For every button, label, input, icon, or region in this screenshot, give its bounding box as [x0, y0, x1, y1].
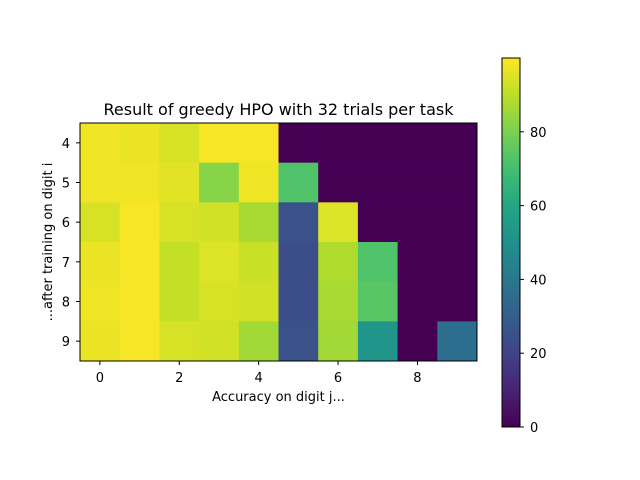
y-tick-label: 5: [62, 177, 70, 192]
heatmap-cell: [238, 123, 279, 164]
colorbar-tick-label: 20: [530, 347, 547, 362]
heatmap-cell: [318, 123, 359, 164]
heatmap-cell: [199, 202, 240, 243]
heatmap-cell: [119, 123, 160, 164]
heatmap-cell: [357, 281, 399, 322]
heatmap-cell: [437, 202, 478, 243]
y-tick-label: 6: [62, 216, 70, 231]
heatmap-cell: [80, 281, 121, 322]
y-axis-ticks: 4 5 6 7 8 9: [62, 137, 80, 350]
heatmap-cell: [318, 162, 359, 203]
colorbar-tick-label: 0: [530, 421, 538, 436]
heatmap-cell: [318, 281, 359, 322]
heatmap-cell: [397, 281, 438, 322]
y-axis-label: ...after training on digit i: [41, 163, 56, 322]
heatmap-cell: [80, 321, 121, 362]
heatmap-cell: [437, 321, 478, 362]
heatmap-cell: [199, 162, 240, 203]
x-tick-label: 4: [255, 371, 263, 386]
heatmap-cell: [278, 321, 319, 362]
heatmap-cell: [80, 202, 121, 243]
colorbar-frame: [501, 57, 521, 428]
heatmap-cell: [80, 162, 121, 203]
heatmap-cell: [159, 123, 200, 164]
heatmap-cell: [119, 281, 160, 322]
heatmap-cell: [357, 162, 399, 203]
heatmap-cell: [199, 281, 240, 322]
heatmap-cell: [159, 281, 200, 322]
heatmap-cell: [80, 123, 121, 164]
y-tick-label: 9: [62, 335, 70, 350]
heatmap-cell: [159, 162, 200, 203]
heatmap-cell: [238, 162, 279, 203]
heatmap-cell: [397, 162, 438, 203]
heatmap-cell: [318, 202, 359, 243]
heatmap-cell: [357, 202, 399, 243]
heatmap-cell: [278, 202, 319, 243]
heatmap-cell: [397, 123, 438, 164]
heatmap-cell: [80, 242, 121, 283]
heatmap-cell: [397, 202, 438, 243]
x-axis-label: Accuracy on digit j...: [212, 390, 345, 405]
heatmap-cell: [437, 123, 478, 164]
heatmap-cell: [119, 321, 160, 362]
colorbar-tick-label: 80: [530, 126, 547, 141]
heatmap-cell: [357, 242, 399, 283]
heatmap-cell: [119, 242, 160, 283]
heatmap-cell: [437, 162, 478, 203]
heatmap-cell: [199, 321, 240, 362]
heatmap: [80, 123, 478, 362]
chart-title: Result of greedy HPO with 32 trials per …: [104, 100, 455, 119]
heatmap-cell: [119, 202, 160, 243]
heatmap-cell: [278, 162, 319, 203]
heatmap-cell: [357, 321, 399, 362]
colorbar-ticks: 0 20 40 60 80: [520, 126, 547, 436]
heatmap-cell: [278, 242, 319, 283]
x-axis-ticks: 0 2 4 6 8: [96, 361, 422, 386]
x-tick-label: 0: [96, 371, 104, 386]
y-tick-label: 4: [62, 137, 70, 152]
heatmap-cell: [357, 123, 399, 164]
x-tick-label: 8: [413, 371, 421, 386]
heatmap-cell: [199, 123, 240, 164]
colorbar-tick-label: 60: [530, 200, 547, 215]
x-tick-label: 6: [334, 371, 342, 386]
heatmap-cell: [278, 281, 319, 322]
x-tick-label: 2: [175, 371, 183, 386]
heatmap-cell: [318, 321, 359, 362]
heatmap-cell: [278, 123, 319, 164]
heatmap-cell: [437, 281, 478, 322]
colorbar: [502, 58, 520, 427]
heatmap-cell: [238, 202, 279, 243]
y-tick-label: 8: [62, 296, 70, 311]
heatmap-cell: [437, 242, 478, 283]
plot-frame: [79, 122, 478, 362]
heatmap-cell: [318, 242, 359, 283]
heatmap-cell: [199, 242, 240, 283]
heatmap-cell: [159, 202, 200, 243]
heatmap-cell: [238, 281, 279, 322]
heatmap-cell: [159, 242, 200, 283]
heatmap-cell: [159, 321, 200, 362]
y-tick-label: 7: [62, 256, 70, 271]
colorbar-tick-label: 40: [530, 273, 547, 288]
heatmap-cell: [238, 321, 279, 362]
heatmap-cell: [397, 242, 438, 283]
heatmap-cell: [119, 162, 160, 203]
heatmap-cell: [397, 321, 438, 362]
heatmap-cell: [238, 242, 279, 283]
